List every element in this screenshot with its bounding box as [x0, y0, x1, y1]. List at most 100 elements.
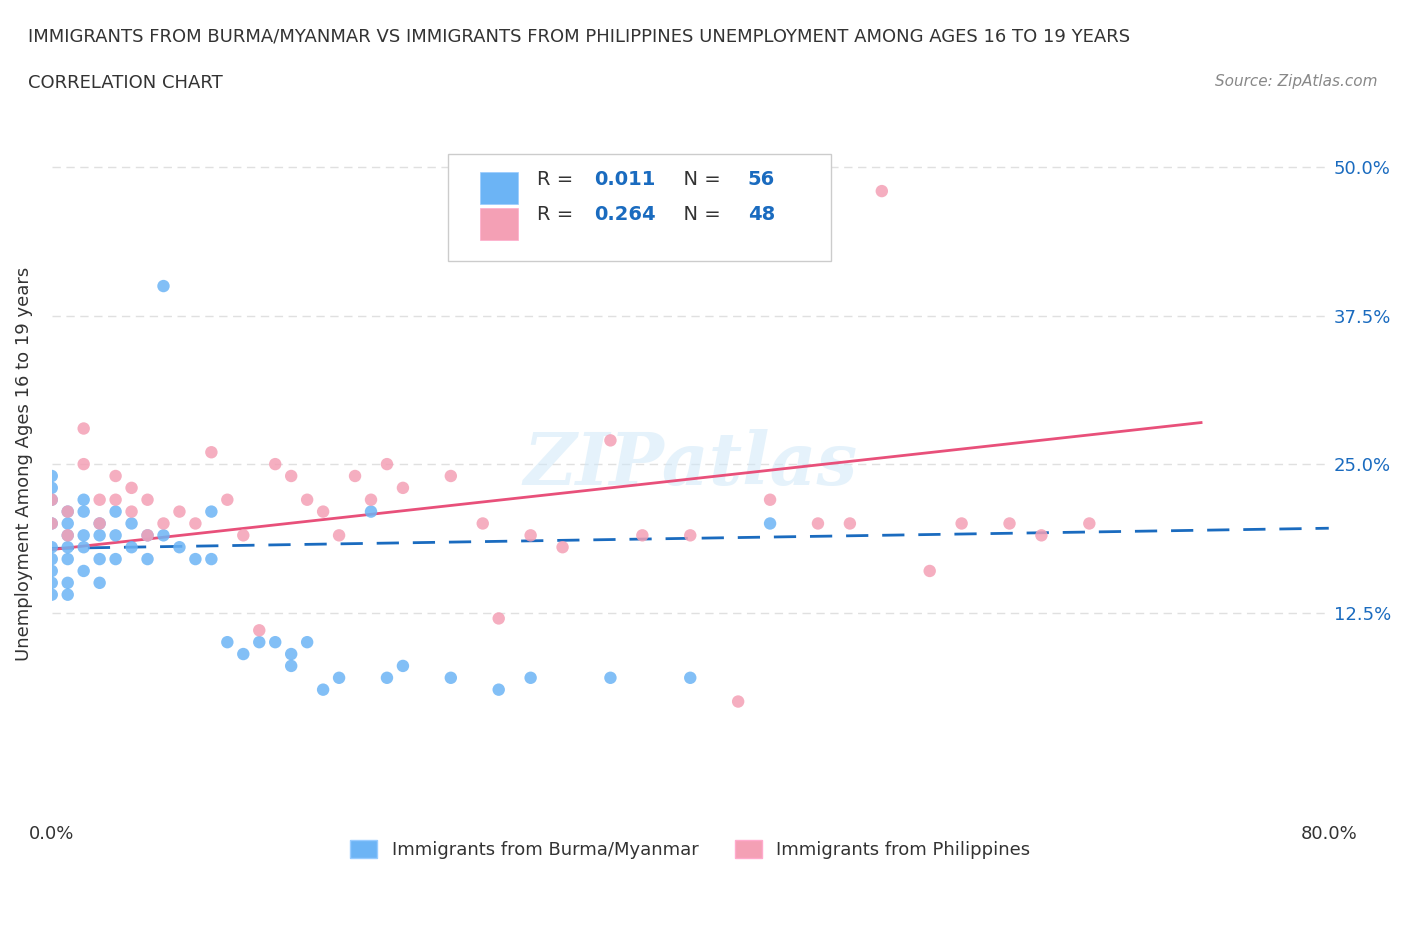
Point	[41, 492, 63, 507]
Point	[56, 504, 79, 519]
Point	[295, 635, 318, 650]
Point	[679, 671, 702, 685]
Point	[440, 671, 463, 685]
Point	[104, 492, 127, 507]
Point	[631, 528, 654, 543]
Point	[344, 469, 367, 484]
Point	[328, 671, 350, 685]
Text: 48: 48	[748, 206, 775, 224]
Point	[56, 528, 79, 543]
Point	[1031, 528, 1053, 543]
Point	[488, 683, 510, 698]
Point	[950, 516, 973, 531]
Point	[328, 528, 350, 543]
Point	[200, 445, 222, 459]
Point	[247, 635, 270, 650]
Point	[41, 516, 63, 531]
Point	[152, 516, 174, 531]
Point	[89, 528, 111, 543]
Point	[41, 492, 63, 507]
Point	[998, 516, 1021, 531]
Point	[136, 528, 159, 543]
Point	[1078, 516, 1101, 531]
Point	[41, 551, 63, 566]
Text: 0.264: 0.264	[595, 206, 657, 224]
Point	[121, 516, 143, 531]
Point	[264, 635, 287, 650]
Text: ZIPatlas: ZIPatlas	[523, 429, 858, 499]
Text: N =: N =	[671, 206, 727, 224]
Point	[870, 183, 893, 198]
Point	[41, 539, 63, 554]
Point	[73, 564, 96, 578]
Point	[247, 623, 270, 638]
Point	[807, 516, 830, 531]
Point	[169, 539, 191, 554]
Point	[104, 504, 127, 519]
Text: IMMIGRANTS FROM BURMA/MYANMAR VS IMMIGRANTS FROM PHILIPPINES UNEMPLOYMENT AMONG : IMMIGRANTS FROM BURMA/MYANMAR VS IMMIGRA…	[28, 28, 1130, 46]
Point	[217, 492, 239, 507]
Point	[280, 469, 302, 484]
Point	[200, 551, 222, 566]
FancyBboxPatch shape	[479, 207, 517, 240]
Point	[599, 433, 621, 448]
Point	[232, 646, 254, 661]
Point	[41, 587, 63, 602]
Point	[295, 492, 318, 507]
Point	[312, 504, 335, 519]
Text: 56: 56	[748, 169, 775, 189]
Point	[264, 457, 287, 472]
Point	[73, 539, 96, 554]
Text: R =: R =	[537, 169, 579, 189]
Text: R =: R =	[537, 206, 579, 224]
Point	[121, 481, 143, 496]
Point	[599, 671, 621, 685]
Point	[169, 504, 191, 519]
Point	[56, 528, 79, 543]
Text: Source: ZipAtlas.com: Source: ZipAtlas.com	[1215, 74, 1378, 89]
Point	[200, 504, 222, 519]
FancyBboxPatch shape	[447, 154, 831, 261]
Point	[759, 516, 782, 531]
Point	[375, 457, 398, 472]
Point	[217, 635, 239, 650]
Point	[56, 539, 79, 554]
Point	[89, 516, 111, 531]
Point	[440, 469, 463, 484]
Point	[56, 516, 79, 531]
Point	[73, 421, 96, 436]
Point	[679, 528, 702, 543]
Point	[73, 457, 96, 472]
Point	[136, 492, 159, 507]
Point	[41, 516, 63, 531]
Point	[392, 658, 415, 673]
Point	[152, 279, 174, 294]
Point	[232, 528, 254, 543]
Point	[56, 576, 79, 591]
Point	[104, 469, 127, 484]
Point	[136, 551, 159, 566]
Point	[152, 528, 174, 543]
Point	[519, 671, 541, 685]
Point	[727, 694, 749, 709]
Point	[41, 469, 63, 484]
Point	[41, 576, 63, 591]
Point	[280, 646, 302, 661]
Point	[73, 492, 96, 507]
Point	[89, 492, 111, 507]
Point	[759, 492, 782, 507]
Point	[918, 564, 941, 578]
Point	[360, 504, 382, 519]
Point	[121, 504, 143, 519]
Point	[551, 539, 574, 554]
Point	[73, 504, 96, 519]
Point	[312, 683, 335, 698]
Point	[360, 492, 382, 507]
Text: N =: N =	[671, 169, 727, 189]
Point	[89, 551, 111, 566]
Point	[89, 576, 111, 591]
Y-axis label: Unemployment Among Ages 16 to 19 years: Unemployment Among Ages 16 to 19 years	[15, 267, 32, 661]
Point	[519, 528, 541, 543]
Point	[392, 481, 415, 496]
Point	[838, 516, 860, 531]
